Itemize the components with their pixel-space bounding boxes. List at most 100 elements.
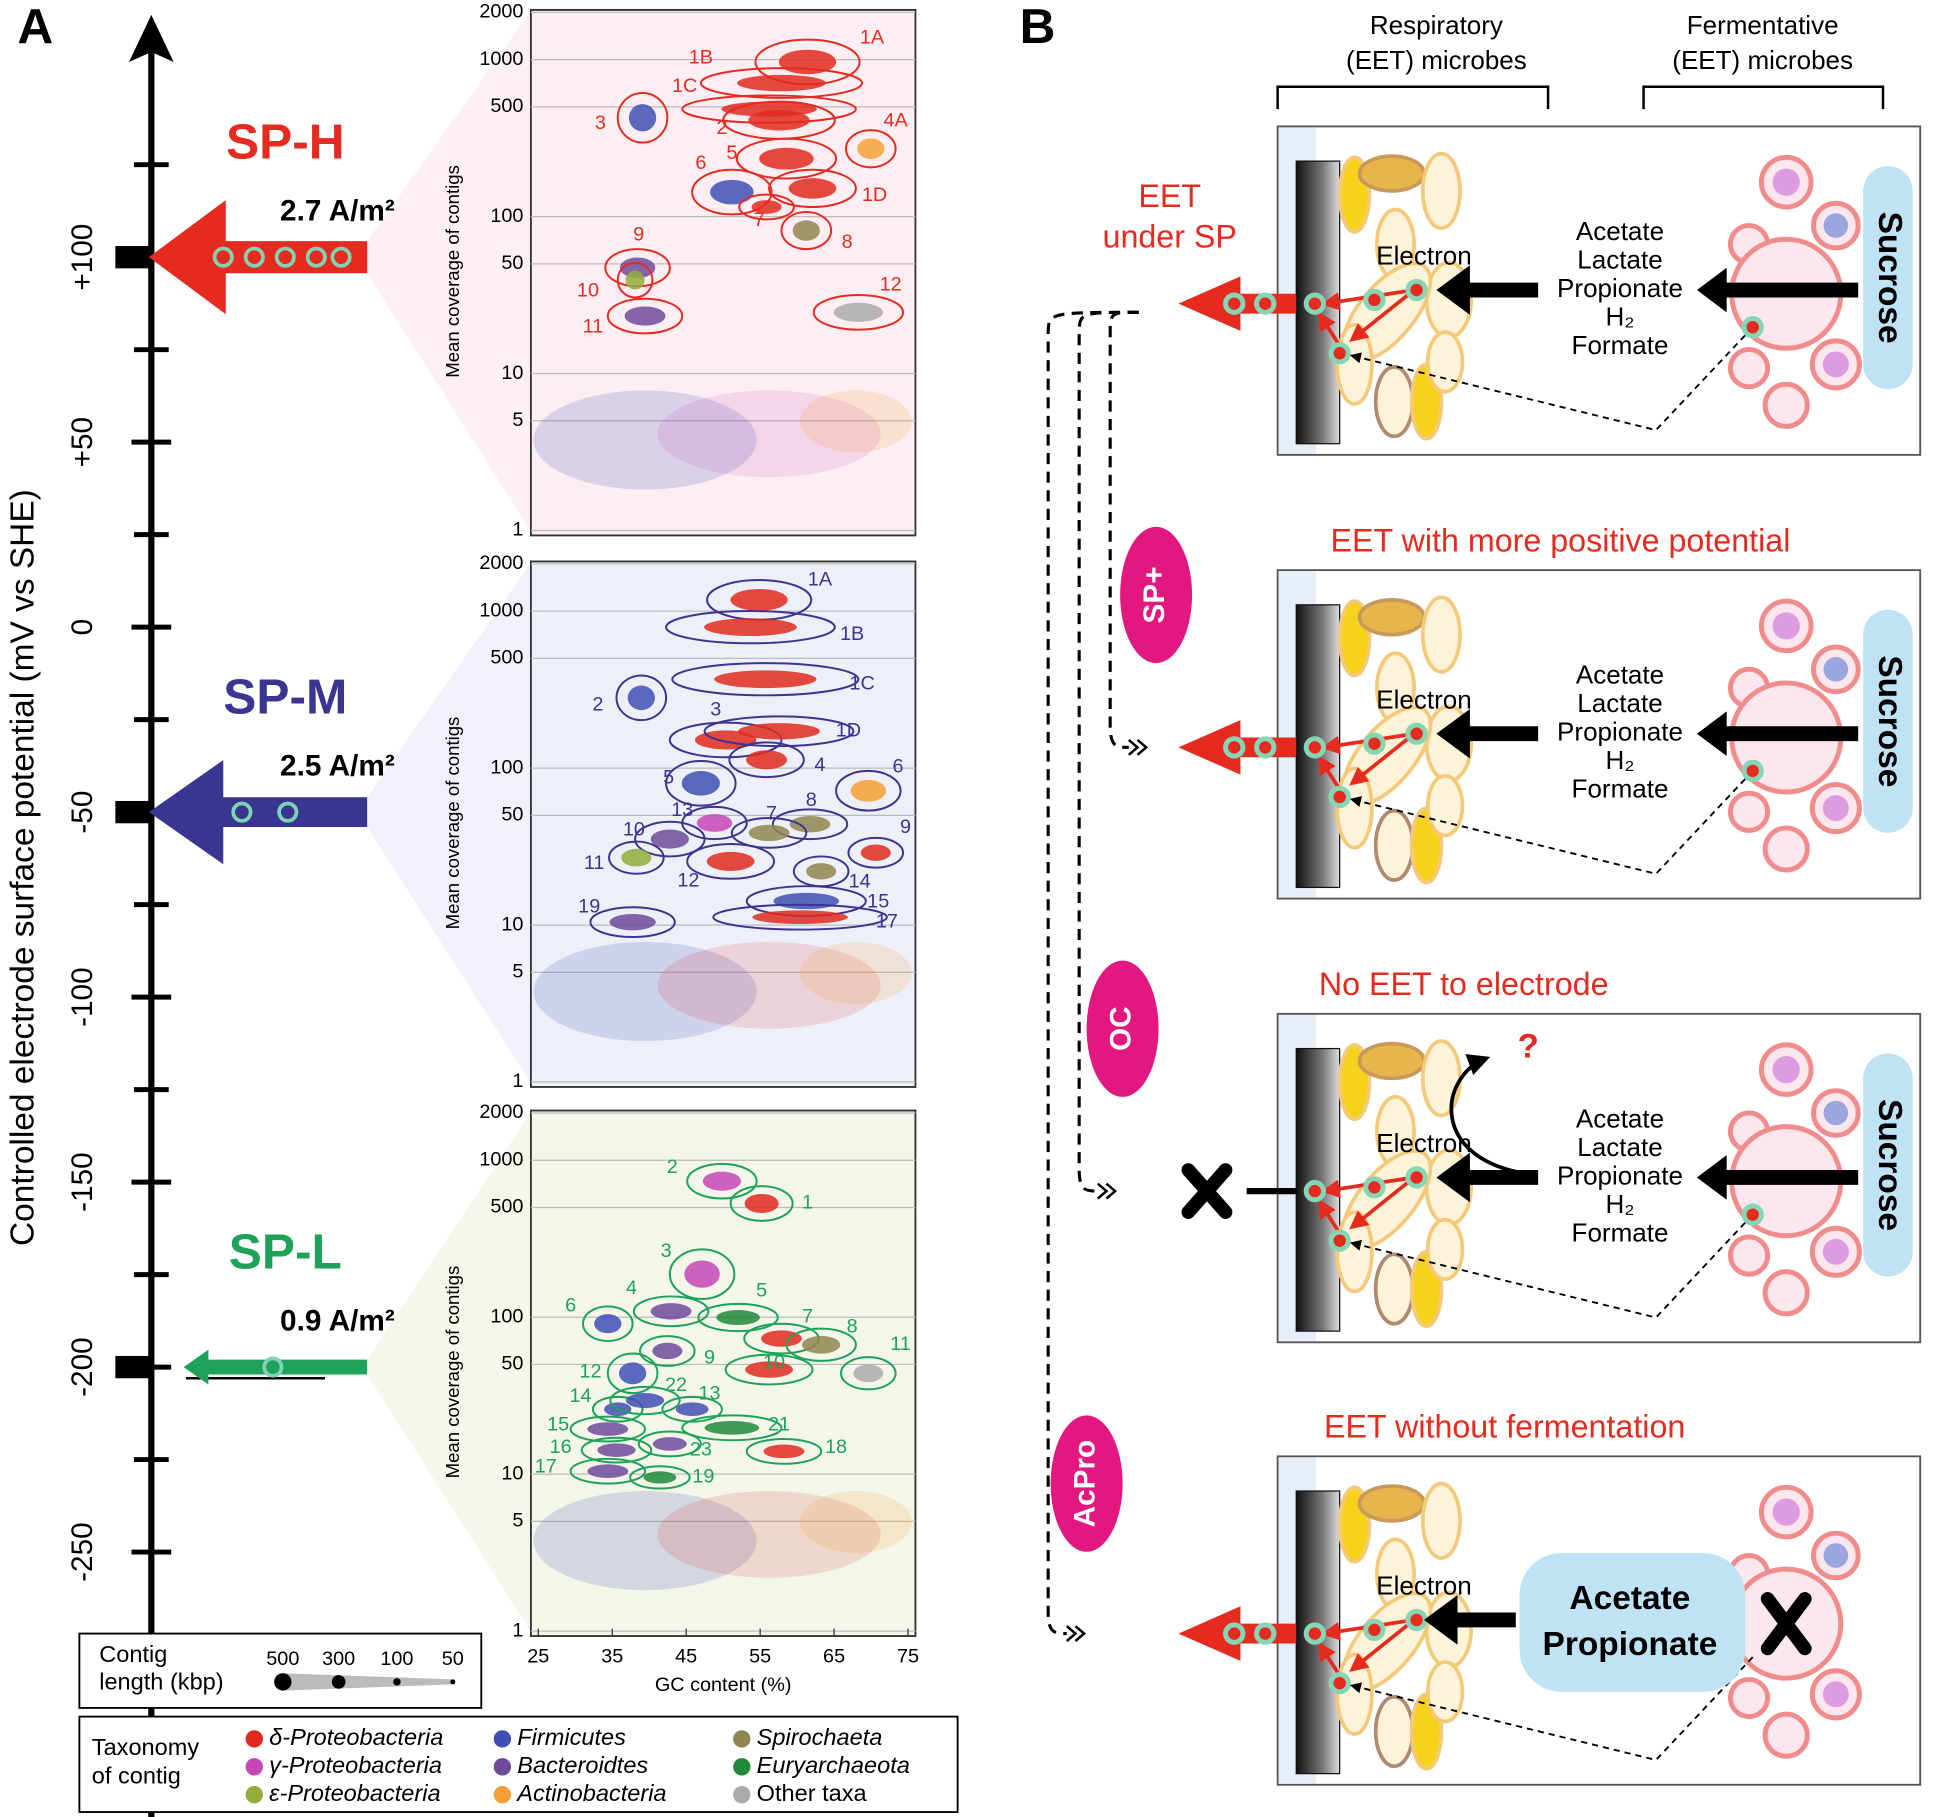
cluster-label: 3 bbox=[595, 112, 606, 134]
respiratory-cell bbox=[1420, 1039, 1462, 1118]
legend-swatch bbox=[245, 1786, 263, 1804]
condition-name: SP-L bbox=[229, 1224, 342, 1280]
axis-tick-label: -200 bbox=[66, 1337, 99, 1397]
legend-box bbox=[78, 1715, 959, 1813]
y-tick-label: 1 bbox=[512, 1619, 523, 1641]
diffusion-path bbox=[1349, 1656, 1754, 1762]
cluster-label: 21 bbox=[768, 1414, 790, 1436]
y-tick-label: 2000 bbox=[479, 552, 523, 574]
cluster-label: 7 bbox=[754, 209, 765, 231]
cluster-blob bbox=[761, 1330, 802, 1347]
respiratory-cell bbox=[1373, 1694, 1415, 1769]
y-tick-label: 100 bbox=[490, 1305, 523, 1327]
legend-title: Contig bbox=[99, 1641, 167, 1667]
cell-core bbox=[1822, 351, 1849, 378]
unknown-label: ? bbox=[1518, 1028, 1539, 1066]
cluster-ellipse bbox=[686, 1162, 758, 1200]
size-dot bbox=[331, 1675, 346, 1689]
cluster-blob bbox=[752, 910, 848, 924]
cell-core bbox=[1772, 1498, 1800, 1526]
mediator bbox=[1405, 1608, 1428, 1632]
potential-marker bbox=[115, 246, 153, 269]
axis-arrow bbox=[129, 14, 174, 62]
potential-marker bbox=[115, 800, 153, 824]
cluster-label: 1B bbox=[689, 46, 713, 68]
condition-current: 2.5 A/m² bbox=[280, 749, 395, 782]
substrate: H₂ bbox=[1606, 301, 1635, 331]
substrate: Propionate bbox=[1557, 717, 1683, 747]
cluster-label: 9 bbox=[633, 224, 644, 246]
cluster-label: 4 bbox=[814, 754, 825, 776]
cluster-blob bbox=[730, 588, 788, 611]
cell-core bbox=[1823, 1543, 1849, 1568]
diffusion-path bbox=[1349, 1214, 1754, 1319]
mediator bbox=[1741, 316, 1764, 339]
current-arrow bbox=[148, 760, 368, 865]
size-label: 100 bbox=[380, 1648, 413, 1670]
cluster-label: 8 bbox=[847, 1316, 858, 1338]
fermentative-cell bbox=[1762, 381, 1810, 429]
cell-core bbox=[1822, 795, 1849, 822]
cluster-label: 18 bbox=[825, 1436, 847, 1458]
flow-arrow bbox=[1436, 1152, 1539, 1203]
cluster-blob bbox=[860, 844, 891, 861]
electron-arrow bbox=[1349, 1618, 1416, 1672]
cluster-blob bbox=[748, 109, 810, 131]
legend-label: Other taxa bbox=[757, 1780, 868, 1806]
fermentative-cell bbox=[1727, 790, 1771, 833]
legend-swatch bbox=[245, 1730, 263, 1748]
x-tick-label: 65 bbox=[823, 1645, 845, 1667]
legend-title: length (kbp) bbox=[99, 1668, 223, 1694]
y-tick-label: 10 bbox=[501, 362, 523, 384]
cluster-blob bbox=[625, 270, 645, 290]
legend-label: Euryarchaeota bbox=[757, 1752, 910, 1778]
cluster-blob bbox=[759, 147, 814, 170]
legend-label: δ-Proteobacteria bbox=[269, 1724, 443, 1750]
axis-tick-label: 0 bbox=[66, 619, 99, 636]
scenario: Electron Acetate Propionate bbox=[1178, 1455, 1922, 1786]
cluster-blob bbox=[650, 1303, 692, 1320]
x-tick-label: 55 bbox=[749, 1645, 771, 1667]
cluster-ellipse bbox=[634, 820, 706, 858]
cluster-label: 8 bbox=[842, 231, 853, 253]
size-dot bbox=[274, 1673, 292, 1691]
mediator bbox=[1223, 1622, 1246, 1645]
cluster-label: 19 bbox=[692, 1466, 714, 1488]
cluster-ellipse bbox=[606, 1352, 659, 1395]
contig-cloud bbox=[533, 941, 757, 1042]
x-tick-label: 35 bbox=[601, 1645, 623, 1667]
scenario: Electron AcetateLactatePropionateH₂Format… bbox=[1178, 125, 1922, 456]
substrate: Formate bbox=[1572, 1217, 1669, 1247]
cluster-ellipse bbox=[569, 1457, 647, 1485]
electron-arrow bbox=[1349, 732, 1416, 786]
mediator bbox=[1741, 759, 1764, 783]
cluster-ellipse bbox=[697, 1302, 779, 1333]
column-header: Fermentative bbox=[1687, 10, 1839, 40]
cluster-label: 6 bbox=[893, 755, 904, 777]
cell-core bbox=[1822, 1681, 1849, 1708]
cluster-label: 8 bbox=[806, 789, 817, 811]
cell-core bbox=[1772, 612, 1800, 640]
cluster-ellipse bbox=[616, 261, 654, 299]
source-label: Sucrose bbox=[1871, 655, 1908, 787]
scenario-title: EET without fermentation bbox=[1324, 1409, 1685, 1445]
cluster-label: 13 bbox=[671, 799, 693, 821]
cluster-label: 11 bbox=[583, 315, 604, 337]
cluster-ellipse bbox=[615, 674, 668, 722]
fermentative-cell bbox=[1762, 1269, 1810, 1317]
cluster-ellipse bbox=[735, 137, 838, 180]
cluster-label: 2 bbox=[716, 117, 727, 139]
x-tick-label: 45 bbox=[675, 1645, 697, 1667]
y-axis-title: Mean coverage of contigs bbox=[442, 717, 463, 930]
substrate: H₂ bbox=[1606, 1189, 1635, 1219]
cluster-blob bbox=[609, 913, 656, 931]
electron-arrow bbox=[1349, 288, 1416, 342]
cluster-blob bbox=[628, 104, 657, 132]
flow-arrow bbox=[1696, 711, 1859, 757]
y-tick-label: 2000 bbox=[479, 1, 523, 23]
scenario-title: EET bbox=[1138, 178, 1201, 214]
mediator bbox=[1223, 736, 1246, 759]
cluster-ellipse bbox=[606, 297, 684, 335]
legend-label: γ-Proteobacteria bbox=[269, 1752, 442, 1778]
